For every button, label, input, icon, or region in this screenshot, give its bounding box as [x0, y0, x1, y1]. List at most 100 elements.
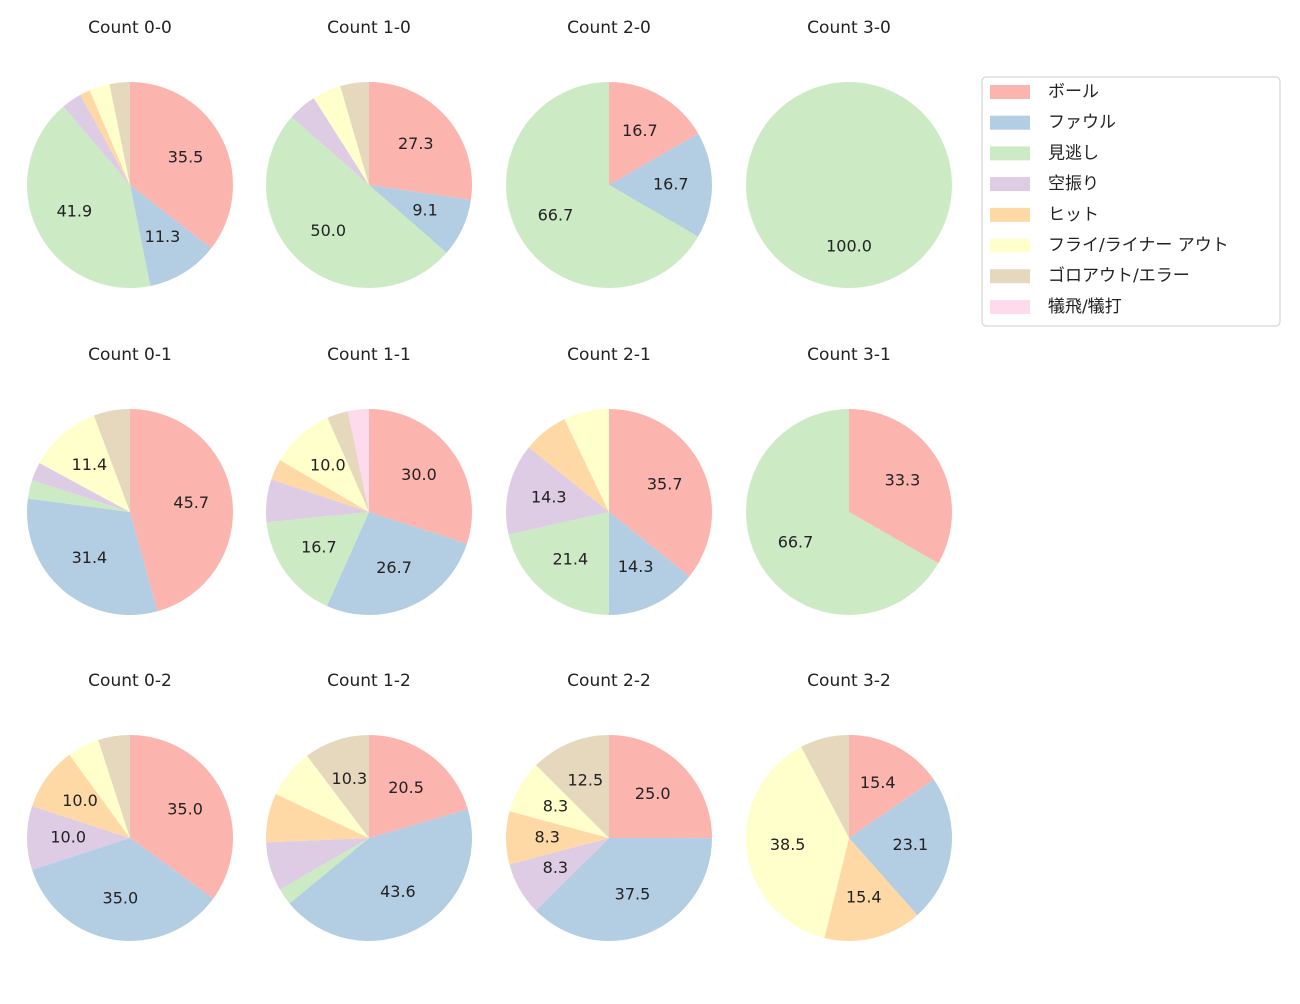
chart-title: Count 0-1 — [88, 345, 172, 365]
pie-slice — [69, 740, 130, 838]
pie-slice — [746, 82, 952, 288]
slice-label: 100.0 — [826, 236, 872, 255]
pie-slice — [609, 82, 699, 185]
pie-slice — [27, 106, 151, 289]
legend-label: ゴロアウト/エラー — [1048, 265, 1190, 286]
slice-label: 11.3 — [145, 227, 181, 246]
slice-label: 38.5 — [770, 835, 806, 854]
pie-slice — [609, 133, 712, 237]
pie-slice — [27, 480, 131, 512]
legend-label: 見逃し — [1048, 143, 1099, 163]
slice-label: 21.4 — [553, 550, 589, 569]
pie-slice — [340, 82, 369, 185]
slice-label: 35.5 — [168, 147, 204, 166]
slice-label: 35.0 — [167, 799, 203, 818]
pie-slice — [608, 512, 690, 615]
legend-label: 犠飛/犠打 — [1048, 297, 1122, 317]
pie-slice — [347, 409, 369, 512]
legend-label: ファウル — [1048, 113, 1116, 133]
pie-slice — [509, 838, 609, 911]
slice-label: 16.7 — [653, 175, 689, 194]
legend-label: ボール — [1048, 82, 1099, 102]
legend-swatch — [990, 207, 1030, 222]
pie-slice — [535, 838, 712, 941]
pie-slice — [32, 462, 130, 512]
pie-slice — [89, 84, 130, 185]
pie-slice — [27, 806, 130, 870]
pie-slice — [266, 479, 369, 523]
slice-label: 45.7 — [173, 493, 209, 512]
pie-slice — [130, 185, 212, 286]
chart-title: Count 3-0 — [807, 18, 891, 38]
pie-slice — [291, 98, 369, 185]
pie-slice — [130, 735, 233, 899]
slice-label: 8.3 — [543, 797, 568, 816]
pie-slice — [275, 755, 369, 838]
pie-slice — [313, 86, 369, 185]
pie-slice — [63, 94, 131, 185]
pie-slice — [369, 185, 471, 253]
pie-slice — [536, 735, 609, 838]
chart-title: Count 2-1 — [567, 345, 651, 365]
slice-label: 35.7 — [647, 475, 683, 494]
slice-label: 30.0 — [401, 465, 437, 484]
pie-slice — [266, 512, 369, 607]
slice-label: 8.3 — [534, 827, 559, 846]
pie-slice — [279, 838, 369, 904]
pie-slice — [528, 419, 609, 512]
pie-slice — [745, 746, 849, 939]
pie-slice — [280, 417, 369, 512]
slice-label: 37.5 — [615, 885, 651, 904]
pie-slice — [98, 735, 130, 838]
legend-label: ヒット — [1048, 205, 1099, 225]
slice-label: 15.4 — [860, 773, 896, 792]
pie-slice — [26, 498, 158, 615]
slice-label: 12.5 — [568, 770, 604, 789]
pie-slice — [609, 409, 712, 577]
chart-title: Count 2-0 — [567, 18, 651, 38]
pie-slice — [509, 765, 609, 838]
legend-box — [981, 76, 1281, 327]
slice-label: 16.7 — [622, 121, 658, 140]
pie-slice — [326, 512, 467, 616]
chart-title: Count 0-2 — [88, 671, 172, 691]
pie-slice — [745, 409, 939, 616]
chart-title: Count 3-2 — [807, 671, 891, 691]
slice-label: 35.0 — [103, 889, 139, 908]
pie-slice — [266, 794, 369, 843]
chart-title: Count 3-1 — [807, 345, 891, 365]
slice-label: 11.4 — [72, 455, 108, 474]
pie-slice — [130, 409, 233, 612]
pie-slice — [306, 735, 369, 838]
slice-label: 66.7 — [778, 532, 814, 551]
legend-label: 空振り — [1048, 174, 1099, 194]
chart-title: Count 1-1 — [327, 345, 411, 365]
pie-slice — [824, 838, 918, 941]
slice-label: 50.0 — [310, 221, 346, 240]
pie-slice — [369, 82, 472, 201]
slice-label: 27.3 — [398, 134, 434, 153]
slice-label: 14.3 — [531, 488, 567, 507]
slice-label: 10.0 — [310, 455, 346, 474]
pie-slice — [80, 90, 130, 185]
pie-slice — [289, 809, 472, 941]
slice-label: 41.9 — [57, 201, 93, 220]
slice-label: 31.4 — [72, 548, 108, 567]
slice-label: 25.0 — [635, 784, 671, 803]
pie-slice — [130, 82, 233, 249]
slice-label: 9.1 — [412, 200, 437, 219]
pie-slice — [327, 411, 369, 512]
pie-slice — [265, 116, 447, 289]
legend-swatch — [990, 177, 1030, 192]
slice-label: 43.6 — [380, 882, 416, 901]
legend-swatch — [990, 146, 1030, 161]
pie-slice — [506, 82, 699, 288]
slice-label: 14.3 — [618, 557, 654, 576]
legend-swatch — [990, 299, 1030, 314]
legend-swatch — [990, 269, 1030, 284]
legend-label: フライ/ライナー アウト — [1048, 236, 1229, 256]
pie-slice — [849, 735, 934, 838]
pie-slice — [32, 754, 130, 838]
slice-label: 33.3 — [885, 471, 921, 490]
